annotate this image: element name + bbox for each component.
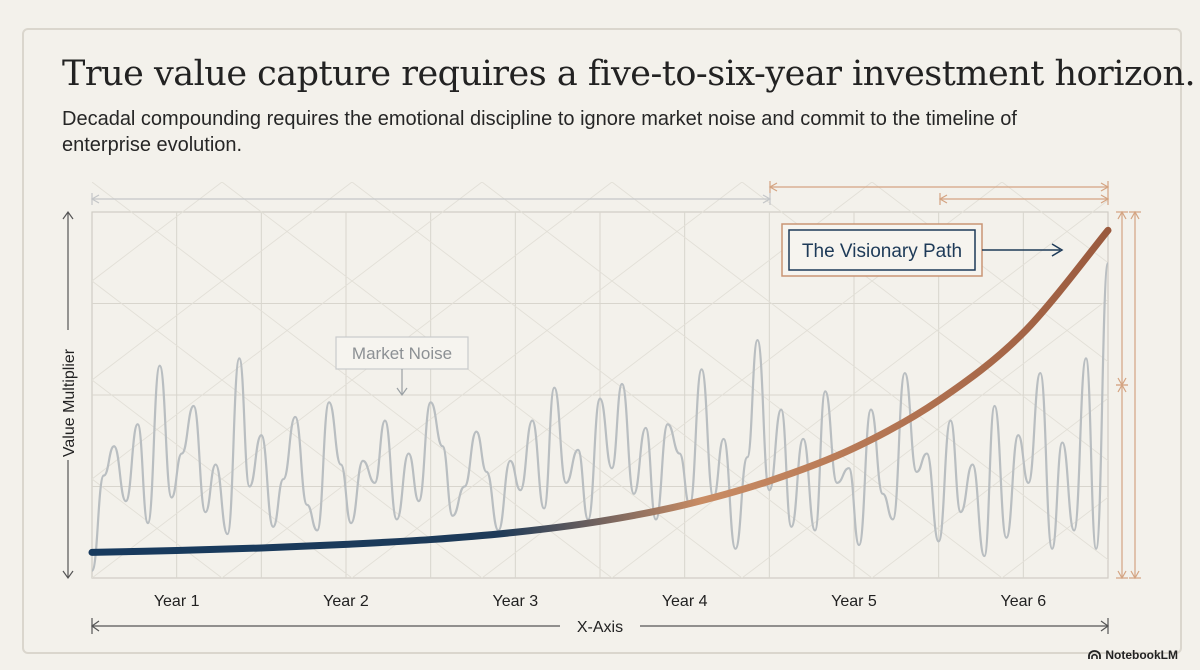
- value-lower-dimension-arrow: [1117, 383, 1127, 393]
- grid-diagonal: [92, 182, 223, 282]
- grid-diagonal: [92, 182, 353, 381]
- notebooklm-logo-icon: [1088, 650, 1102, 659]
- value-total-dimension-arrow: [1130, 210, 1140, 220]
- market-noise-pointer-head: [396, 387, 408, 397]
- timeline-early-dimension-arrow: [762, 194, 772, 204]
- y-axis-arrow: [62, 210, 74, 220]
- timeline-horizon-dimension-arrow: [1100, 182, 1110, 192]
- brand-name: NotebookLM: [1105, 648, 1178, 662]
- timeline-late-dimension-arrow: [938, 194, 948, 204]
- market-noise-line: [90, 262, 1110, 572]
- chart-series: [88, 226, 1112, 572]
- grid-diagonal: [1132, 182, 1200, 578]
- y-axis-label: Value Multiplier: [61, 348, 78, 457]
- x-tick-label: Year 1: [154, 593, 200, 610]
- notebooklm-brand: NotebookLM: [1088, 648, 1178, 662]
- grid-diagonal: [351, 182, 873, 578]
- x-tick-label: Year 6: [1000, 593, 1046, 610]
- grid-diagonal: [92, 478, 223, 578]
- grid-diagonal: [92, 182, 613, 578]
- timeline-early-dimension-arrow: [90, 194, 100, 204]
- slide-frame: [22, 28, 1182, 654]
- y-axis-arrow: [62, 570, 74, 580]
- x-tick-label: Year 3: [492, 593, 538, 610]
- grid-diagonal: [611, 182, 1108, 561]
- value-total-dimension-arrow: [1130, 570, 1140, 580]
- axis-labels: Value Multiplier Year 1 Year 2 Year 3 Year 4…: [61, 210, 1110, 636]
- visionary-path-line: [88, 226, 1112, 556]
- visionary-path-label-box: [788, 229, 976, 271]
- dimension-lines: [90, 181, 1141, 580]
- grid-diagonal: [1001, 182, 1108, 264]
- timeline-late-dimension-arrow: [1100, 194, 1110, 204]
- visionary-path-pointer-head: [1051, 243, 1064, 257]
- grid-diagonal: [481, 182, 1003, 578]
- timeline-horizon-dimension-arrow: [768, 182, 778, 192]
- value-lower-dimension-arrow: [1117, 570, 1127, 580]
- market-noise-label: Market Noise: [352, 344, 452, 363]
- grid-diagonal: [871, 397, 1108, 578]
- grid-diagonal: [92, 577, 93, 578]
- grid-diagonal: [92, 379, 353, 578]
- x-tick-label: Year 5: [831, 593, 877, 610]
- page-title: True value capture requires a five-to-si…: [62, 54, 1196, 94]
- chart-annotations: Market Noise The Visionary Path: [335, 223, 1064, 397]
- x-tick-label: Year 4: [662, 593, 708, 610]
- page-subtitle: Decadal compounding requires the emotion…: [62, 108, 1017, 156]
- visionary-path-label: The Visionary Path: [802, 241, 962, 262]
- grid-diagonal: [1001, 496, 1108, 578]
- grid-diagonal: [92, 182, 93, 183]
- grid-diagonal: [92, 280, 483, 578]
- x-axis-label: X-Axis: [577, 619, 623, 636]
- grid-diagonal: [1132, 182, 1200, 578]
- value-upper-dimension-arrow: [1117, 210, 1127, 220]
- x-tick-label: Year 2: [323, 593, 369, 610]
